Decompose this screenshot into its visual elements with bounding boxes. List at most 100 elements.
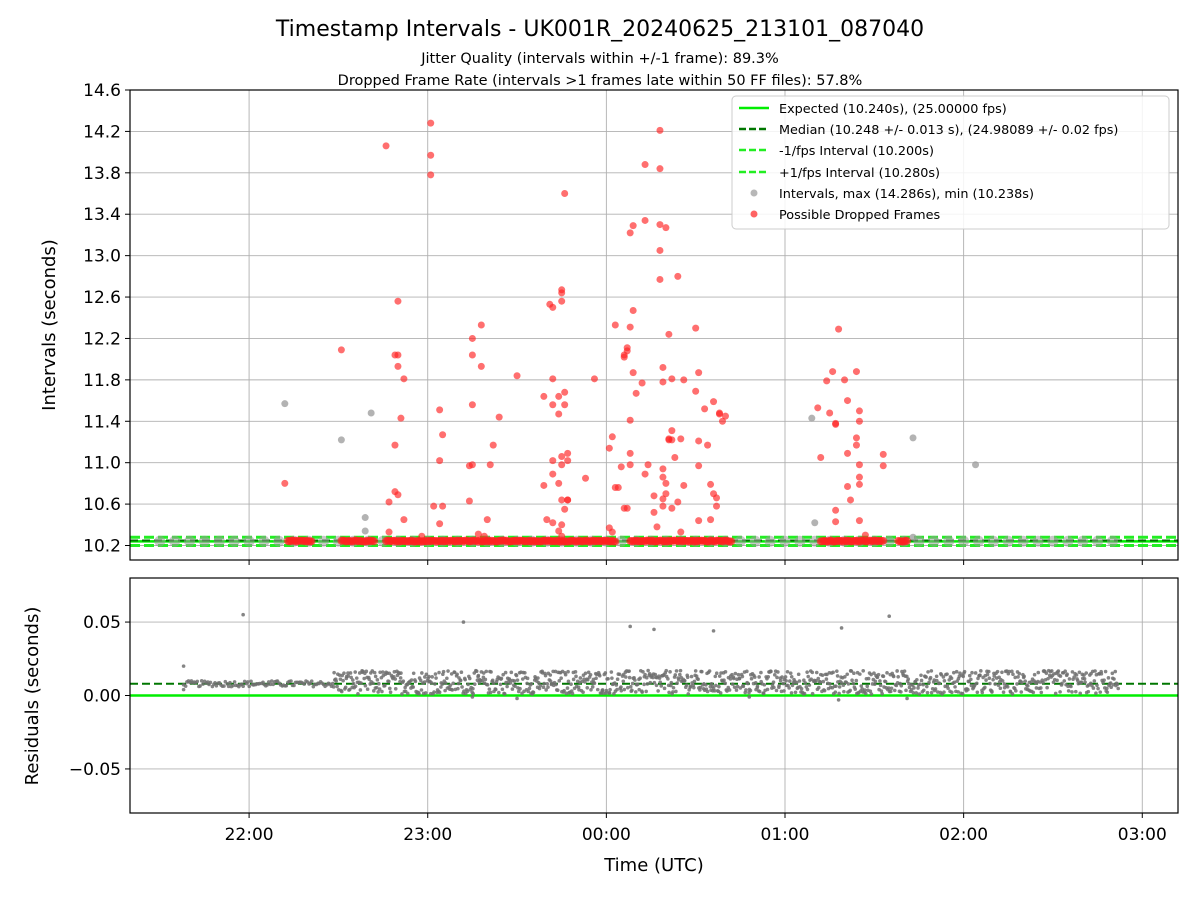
residual-point <box>668 670 672 674</box>
dropped-frame-point <box>879 536 888 545</box>
residual-point <box>693 669 698 673</box>
residual-point <box>667 690 671 695</box>
residual-point <box>986 669 991 674</box>
dropped-frame-point <box>561 388 569 396</box>
residual-point <box>821 679 826 684</box>
dropped-frame-point <box>555 527 563 535</box>
residual-point <box>980 690 985 695</box>
residual-point <box>1056 669 1061 673</box>
interval-point <box>169 535 181 547</box>
residual-point <box>863 691 868 696</box>
dropped-frame-point <box>626 461 634 469</box>
residual-point <box>926 670 930 674</box>
interval-point <box>318 535 330 547</box>
residual-point <box>905 696 909 701</box>
residual-point <box>878 683 883 688</box>
residual-point <box>872 671 876 675</box>
residual-point <box>685 675 690 680</box>
residual-point <box>1058 674 1063 678</box>
residual-point <box>621 679 626 684</box>
residual-point <box>456 686 460 691</box>
residual-point <box>1103 669 1108 674</box>
residual-point <box>637 687 642 692</box>
residual-point <box>1073 689 1078 694</box>
residual-point <box>546 685 550 689</box>
residual-point <box>993 682 997 686</box>
residual-point <box>654 683 659 688</box>
residual-point <box>623 675 628 679</box>
residual-point <box>411 671 416 676</box>
residual-point <box>839 626 844 630</box>
residual-point <box>463 677 467 682</box>
residual-point <box>373 674 378 679</box>
residual-point <box>393 686 398 691</box>
residual-point <box>865 684 870 688</box>
residual-point <box>446 669 450 673</box>
residual-point <box>718 691 723 695</box>
dropped-frame-point <box>307 537 316 546</box>
dropped-frame-point <box>436 406 444 414</box>
dropped-frame-point <box>656 275 664 283</box>
dropped-frame-point <box>814 404 822 412</box>
dropped-frame-point <box>662 490 670 498</box>
residual-point <box>183 684 188 688</box>
residual-point <box>662 686 667 691</box>
residual-point <box>565 686 570 690</box>
residual-point <box>513 684 517 689</box>
residual-point <box>848 688 853 693</box>
residual-point <box>595 687 600 692</box>
dropped-frame-point <box>561 401 569 409</box>
residual-point <box>862 688 867 692</box>
dropped-frame-point <box>626 323 634 331</box>
x-tick-label: 01:00 <box>761 825 810 845</box>
residual-point <box>476 673 481 678</box>
dropped-frame-point <box>623 347 631 355</box>
residual-point <box>704 683 708 687</box>
residual-point <box>748 688 753 693</box>
residual-point <box>885 671 889 675</box>
x-tick-label: 23:00 <box>403 825 452 845</box>
residual-point <box>594 676 598 681</box>
interval-point <box>1107 535 1118 547</box>
residual-point <box>364 669 369 674</box>
residual-point <box>1105 686 1109 691</box>
residual-point <box>904 688 908 693</box>
residual-point <box>788 671 793 676</box>
residual-point <box>432 690 436 694</box>
residual-point <box>378 670 382 675</box>
dropped-frame-point <box>608 433 616 441</box>
residual-point <box>536 676 540 680</box>
residual-point <box>985 672 990 677</box>
residual-point <box>606 676 610 681</box>
dropped-frame-point <box>582 474 590 482</box>
dropped-frame-point <box>832 518 840 526</box>
residual-point <box>732 685 737 689</box>
residual-point <box>727 688 732 692</box>
residual-point <box>988 681 992 686</box>
residual-point <box>858 672 862 676</box>
residual-point <box>876 672 881 677</box>
residual-point <box>915 677 919 682</box>
residual-point <box>1108 681 1113 685</box>
residual-point <box>912 686 916 690</box>
residual-point <box>1014 689 1018 693</box>
residual-point <box>589 688 593 692</box>
residual-point <box>684 683 689 688</box>
residual-point <box>1000 679 1005 683</box>
residual-point <box>941 675 946 679</box>
residual-point <box>646 668 650 673</box>
intervals-y-tick-label: 13.0 <box>83 247 121 267</box>
x-tick-label: 03:00 <box>1118 825 1167 845</box>
residual-point <box>723 670 728 674</box>
residual-point <box>905 674 909 679</box>
residual-point <box>222 684 226 688</box>
residual-point <box>362 676 366 681</box>
residual-point <box>714 683 718 688</box>
residual-point <box>902 669 907 673</box>
residual-point <box>990 690 994 694</box>
dropped-frame-point <box>558 496 566 504</box>
dropped-frame-point <box>400 516 408 524</box>
dropped-frame-point <box>855 417 863 425</box>
residual-point <box>745 669 749 674</box>
dropped-frame-point <box>397 414 405 422</box>
